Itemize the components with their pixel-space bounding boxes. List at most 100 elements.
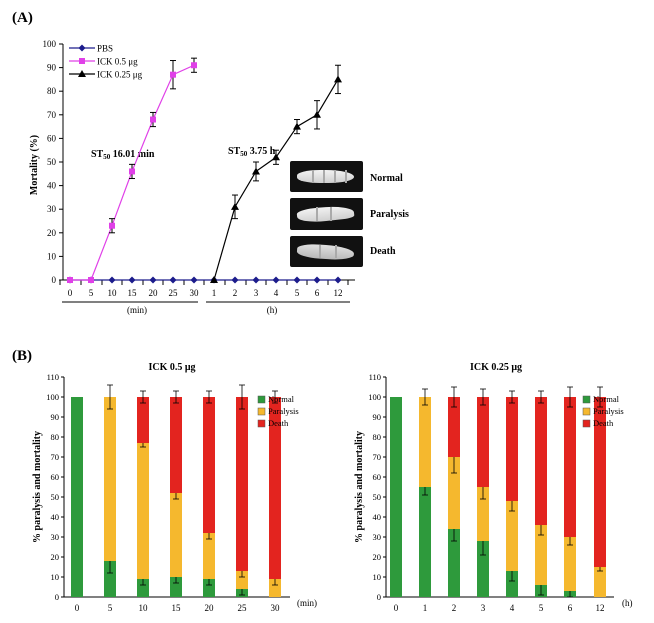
br-bar-paralysis xyxy=(535,525,547,585)
panel-b-left-ylabel: % paralysis and mortality xyxy=(32,431,43,543)
br-y-tick-label: 0 xyxy=(377,592,381,602)
br-bar-paralysis xyxy=(594,567,606,597)
bl-error-bar xyxy=(173,390,179,404)
st50-left-annotation: ST50 16.01 min xyxy=(91,149,155,161)
br-y-tick-label: 90 xyxy=(373,412,382,422)
bl-error-bar xyxy=(107,384,113,410)
bl-bar-death xyxy=(269,397,281,579)
panel-b-left-unit: (min) xyxy=(297,598,317,608)
panel-a-h-unit: (h) xyxy=(267,305,278,315)
br-y-tick-label: 40 xyxy=(373,512,382,522)
y-tick-label: 10 xyxy=(47,251,57,261)
x-tick-label: 4 xyxy=(274,288,279,298)
bl-error-bar xyxy=(239,384,245,410)
x-tick-label: 12 xyxy=(334,288,343,298)
data-point xyxy=(170,71,176,78)
bl-error-bar xyxy=(272,390,278,404)
br-error-bar xyxy=(422,388,428,406)
x-tick-label: 5 xyxy=(295,288,300,298)
bl-x-tick-label: 15 xyxy=(172,603,182,613)
data-point xyxy=(231,276,239,284)
bl-bar-paralysis xyxy=(170,493,182,577)
br-y-tick-label: 100 xyxy=(368,392,381,402)
bl-bar-death xyxy=(203,397,215,533)
br-error-bar xyxy=(567,386,573,408)
br-bar-normal xyxy=(390,397,402,597)
data-point xyxy=(272,276,280,284)
bl-y-tick-label: 90 xyxy=(51,412,60,422)
bl-bar-paralysis xyxy=(269,579,281,597)
legend-label: ICK 0.5 μg xyxy=(97,57,138,67)
br-x-tick-label: 1 xyxy=(423,603,428,613)
bl-y-tick-label: 10 xyxy=(51,572,60,582)
br-x-tick-label: 0 xyxy=(394,603,399,613)
photo-paralysis-larva xyxy=(290,198,363,230)
y-tick-label: 70 xyxy=(47,110,57,120)
br-y-tick-label: 10 xyxy=(373,572,382,582)
bl-y-tick-label: 40 xyxy=(51,512,60,522)
data-point xyxy=(109,222,115,229)
data-point xyxy=(272,153,280,161)
st50-right-prefix: ST xyxy=(228,146,241,157)
st50-left-sub: 50 xyxy=(103,153,111,161)
panel-b-right-ylabel: % paralysis and mortality xyxy=(354,431,365,543)
panel-b-right-unit: (h) xyxy=(622,598,633,608)
br-bar-death xyxy=(477,397,489,487)
bl-bar-death xyxy=(170,397,182,493)
br-bar-death xyxy=(594,397,606,567)
y-tick-label: 90 xyxy=(47,63,57,73)
y-tick-label: 40 xyxy=(47,181,57,191)
st50-left-value: 16.01 min xyxy=(110,149,155,160)
bl-bar-normal xyxy=(104,561,116,597)
bl-x-tick-label: 10 xyxy=(139,603,149,613)
data-point xyxy=(128,276,136,284)
br-bar-paralysis xyxy=(477,487,489,541)
br-legend-label: Paralysis xyxy=(593,406,624,416)
bl-y-tick-label: 30 xyxy=(51,532,60,542)
data-point xyxy=(293,122,301,130)
br-x-tick-label: 2 xyxy=(452,603,457,613)
y-tick-label: 80 xyxy=(47,86,57,96)
bl-error-bar xyxy=(206,390,212,404)
bl-x-tick-label: 30 xyxy=(271,603,281,613)
bl-legend-swatch xyxy=(257,395,266,404)
br-y-tick-label: 50 xyxy=(373,492,382,502)
x-tick-label: 25 xyxy=(169,288,179,298)
br-error-bar xyxy=(538,390,544,404)
bl-bar-normal xyxy=(137,579,149,597)
legend-label: PBS xyxy=(97,44,113,54)
photo-label-normal: Normal xyxy=(370,173,403,184)
br-y-tick-label: 110 xyxy=(369,372,381,382)
data-point xyxy=(252,167,260,175)
y-tick-label: 0 xyxy=(52,275,57,285)
bl-x-tick-label: 0 xyxy=(75,603,80,613)
br-legend-swatch xyxy=(582,419,591,428)
br-x-tick-label: 5 xyxy=(539,603,544,613)
x-tick-label: 0 xyxy=(68,288,73,298)
legend-marker xyxy=(78,44,86,52)
br-legend-label: Death xyxy=(593,418,614,428)
br-legend-swatch xyxy=(582,395,591,404)
st50-right-sub: 50 xyxy=(240,150,248,158)
photo-death-larva xyxy=(290,236,363,267)
bl-bar-paralysis xyxy=(137,443,149,579)
br-error-bar xyxy=(597,386,603,408)
br-x-tick-label: 12 xyxy=(596,603,605,613)
bl-bar-normal xyxy=(71,397,83,597)
bl-y-tick-label: 110 xyxy=(47,372,59,382)
x-tick-label: 30 xyxy=(190,288,200,298)
br-legend-swatch xyxy=(582,407,591,416)
bl-legend-swatch xyxy=(257,407,266,416)
br-bar-normal xyxy=(448,529,460,597)
data-point xyxy=(191,62,197,69)
br-bar-paralysis xyxy=(506,501,518,571)
panel-a-label: (A) xyxy=(12,10,33,26)
br-bar-normal xyxy=(419,487,431,597)
br-bar-death xyxy=(535,397,547,525)
bl-bar-death xyxy=(236,397,248,571)
data-point xyxy=(334,75,342,83)
x-tick-label: 15 xyxy=(128,288,138,298)
bl-y-tick-label: 80 xyxy=(51,432,60,442)
data-point xyxy=(67,277,73,283)
